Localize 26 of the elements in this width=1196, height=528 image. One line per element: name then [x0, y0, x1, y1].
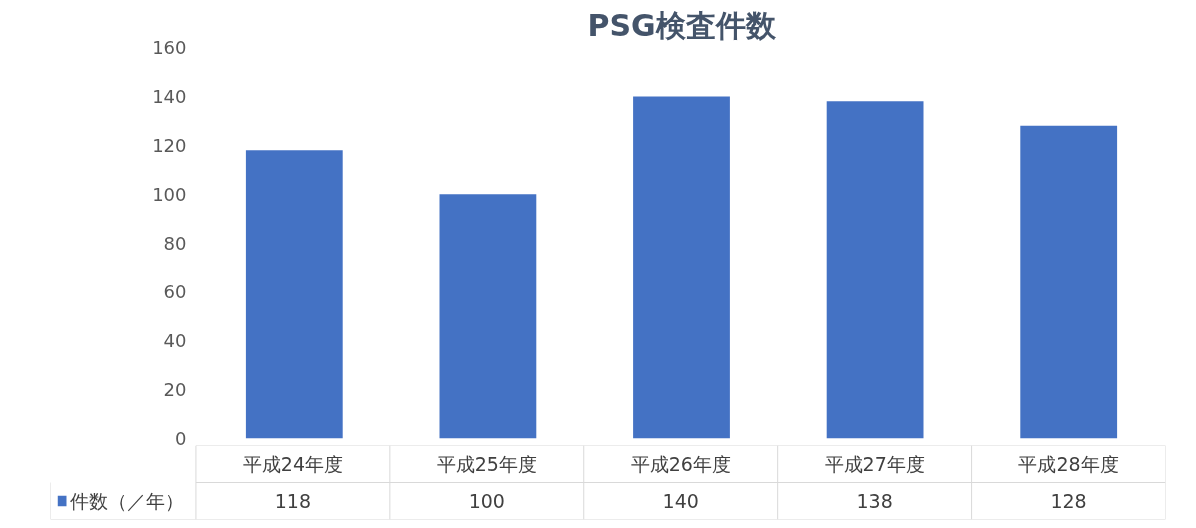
chart-title: PSG検査件数: [587, 7, 777, 43]
data-label: 100: [468, 490, 505, 512]
data-label: 118: [274, 490, 312, 512]
bar: [1020, 125, 1118, 439]
data-label: 140: [662, 490, 699, 512]
y-tick-label: 20: [163, 379, 187, 401]
data-label: 128: [1050, 490, 1087, 512]
x-tick-label: 平成26年度: [630, 453, 731, 475]
bar: [439, 194, 537, 439]
bar: [633, 96, 730, 439]
y-tick-label: 0: [175, 428, 187, 449]
x-tick-label: 平成27年度: [824, 453, 925, 475]
y-tick-label: 140: [152, 85, 187, 107]
x-tick-label: 平成24年度: [242, 453, 343, 475]
bar: [826, 101, 924, 439]
y-tick-label: 60: [163, 281, 187, 303]
y-tick-label: 100: [152, 183, 187, 205]
legend-label: 件数（／年）: [69, 490, 184, 512]
x-tick-label: 平成25年度: [436, 453, 537, 475]
y-tick-label: 80: [163, 232, 187, 254]
y-tick-label: 160: [152, 37, 187, 58]
bar: [245, 150, 343, 439]
x-tick-label: 平成28年度: [1018, 453, 1119, 475]
y-tick-label: 40: [163, 330, 187, 352]
y-tick-label: 120: [152, 134, 187, 156]
data-label: 138: [856, 490, 893, 512]
